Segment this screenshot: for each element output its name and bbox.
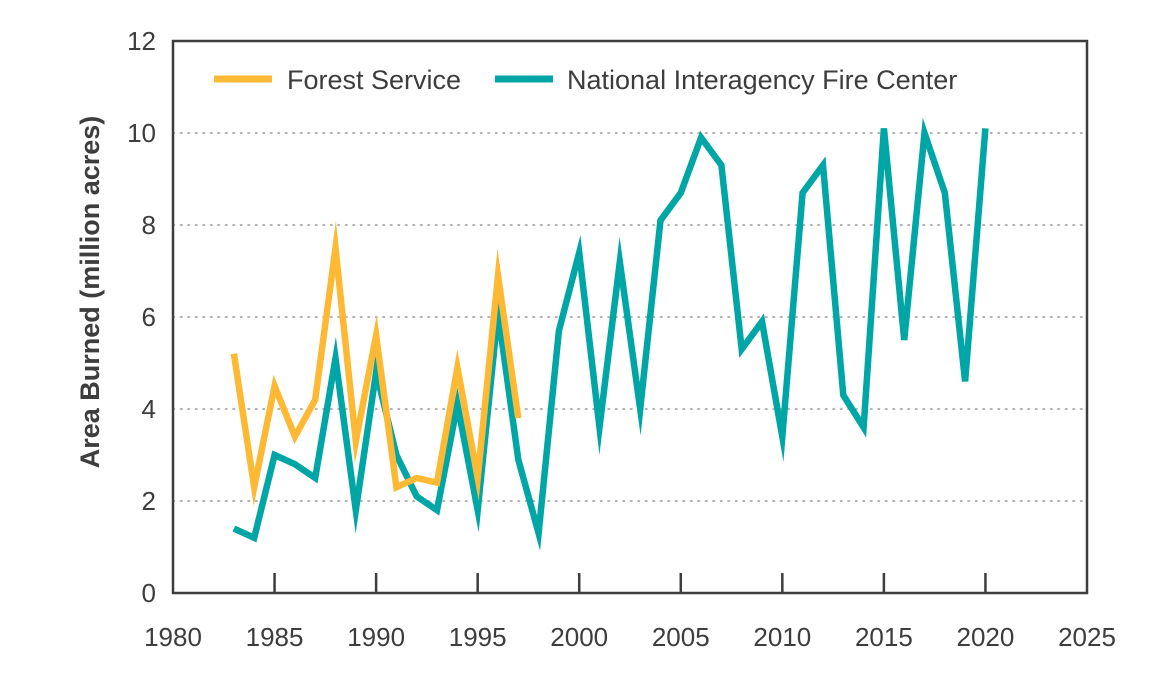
x-tick-label: 1990 [347, 622, 405, 652]
x-tick-label: 2025 [1058, 622, 1116, 652]
x-tick-label: 2005 [652, 622, 710, 652]
x-tick-label: 2010 [753, 622, 811, 652]
legend-item-nifc: National Interagency Fire Center [495, 65, 957, 95]
y-tick-label: 12 [127, 26, 156, 56]
legend-item-forest-service: Forest Service [214, 65, 461, 95]
y-tick-label: 0 [142, 578, 156, 608]
x-tick-label: 1980 [144, 622, 202, 652]
y-tick-label: 6 [142, 302, 156, 332]
x-tick-label: 2000 [550, 622, 608, 652]
x-axis: 1980 1985 1990 1995 2000 2005 2010 2015 2020 2025 [144, 573, 1116, 652]
legend-label: Forest Service [287, 65, 461, 95]
x-tick-label: 2015 [855, 622, 913, 652]
x-tick-label: 1995 [449, 622, 507, 652]
series-line-forest-service [230, 220, 522, 506]
series-line-nifc [232, 117, 989, 551]
y-axis: 0 2 4 6 8 10 12 [127, 26, 156, 608]
y-tick-label: 8 [142, 210, 156, 240]
legend: Forest Service National Interagency Fire … [214, 65, 957, 95]
y-tick-label: 10 [127, 118, 156, 148]
x-tick-label: 1985 [246, 622, 304, 652]
legend-label: National Interagency Fire Center [567, 65, 957, 95]
series-lines [230, 117, 989, 551]
y-axis-title: Area Burned (million acres) [75, 116, 105, 469]
plot-frame [171, 39, 1089, 595]
y-tick-label: 2 [142, 486, 156, 516]
y-tick-label: 4 [142, 394, 156, 424]
x-tick-label: 2020 [957, 622, 1015, 652]
